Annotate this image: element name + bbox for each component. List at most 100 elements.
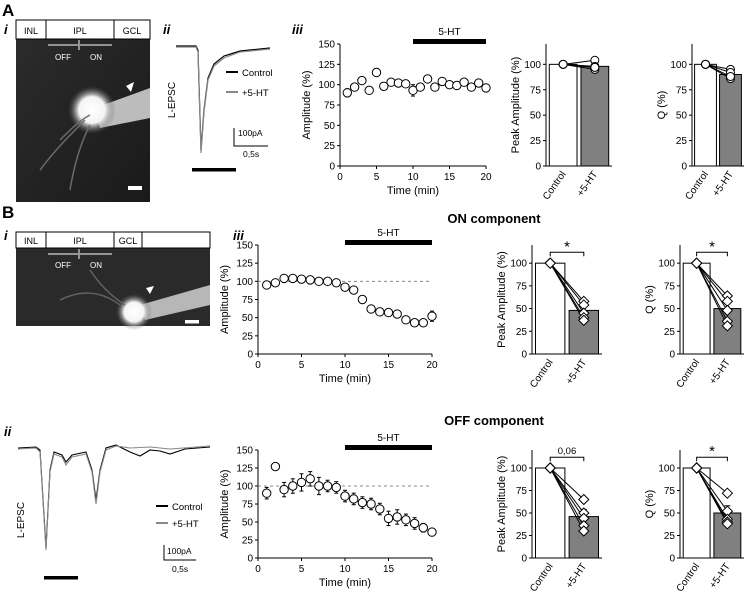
pair-point (578, 314, 590, 327)
y-tick-label: 0 (669, 554, 675, 565)
sig-bracket (549, 251, 585, 257)
data-point (375, 504, 385, 514)
layer-on: ON (90, 53, 102, 62)
y-tick-label: 75 (516, 281, 528, 292)
category-label: +5-HT (575, 169, 600, 198)
y-tick-label: 125 (318, 60, 335, 71)
pair-point (544, 257, 556, 269)
pair-line (549, 467, 585, 519)
title-off-component: OFF component (444, 413, 544, 428)
data-point (279, 273, 289, 284)
x-tick-label: 0 (255, 564, 261, 575)
y-tick-label: 100 (670, 60, 687, 71)
x-tick-label: 15 (383, 564, 395, 575)
y-axis-label: Amplitude (%) (219, 469, 231, 538)
y-tick-label: 0 (535, 162, 541, 173)
y-tick-label: 100 (318, 80, 335, 91)
bar-control (682, 262, 711, 355)
pair-point (590, 62, 600, 72)
y-tick-label: 25 (516, 327, 528, 338)
data-point (357, 497, 368, 508)
y-tick-label: 100 (236, 482, 253, 493)
layer-ipl-B: IPL (73, 236, 87, 246)
x-tick-label: 15 (444, 172, 456, 183)
y-tick-label: 125 (236, 464, 253, 475)
data-point (375, 307, 385, 317)
y-tick-label: 100 (524, 60, 541, 71)
data-point (357, 294, 368, 305)
y-tick-label: 100 (510, 259, 527, 270)
bar-control (682, 467, 711, 559)
sub-label-Aiii: iii (292, 22, 303, 37)
sig-bracket (549, 456, 585, 462)
y-tick-label: 150 (236, 446, 253, 457)
drug-bar (345, 240, 432, 245)
y-tick-label: 25 (530, 136, 542, 147)
panel-label-B: B (2, 203, 14, 222)
y-tick-label: 75 (676, 85, 688, 96)
x-tick-label: 20 (480, 172, 492, 183)
y-axis-label: Q (%) (644, 490, 656, 519)
y-tick-label: 50 (324, 121, 336, 132)
pair-point (690, 257, 703, 269)
pair-line (563, 63, 595, 68)
bar-5ht (719, 74, 742, 167)
micrograph-B: INL IPL GCL OFF ON (15, 231, 211, 330)
y-tick-label: 75 (242, 500, 254, 511)
y-tick-label: 0 (521, 554, 527, 565)
data-point (279, 484, 289, 495)
data-point (422, 74, 433, 84)
y-tick-label: 25 (324, 141, 336, 152)
data-point (314, 276, 324, 287)
x-tick-label: 5 (299, 360, 305, 371)
category-label: +5-HT (564, 561, 589, 590)
bar-5ht (580, 65, 610, 167)
data-point (401, 315, 411, 325)
y-tick-label: 150 (318, 40, 335, 51)
data-point (296, 477, 307, 488)
chart-B_off_time: 0 25 50 75 100 125 150 0 5 10 15 20 Time (min) Amplit… (219, 433, 438, 589)
category-label: +5-HT (708, 561, 733, 590)
y-tick-label: 50 (516, 509, 528, 520)
category-label: Control (675, 357, 703, 390)
data-point (427, 311, 437, 321)
y-tick-label: 100 (510, 464, 527, 475)
chart-A_time: 0 25 50 75 100 125 150 0 5 10 15 20 Time (min) Amplit… (301, 27, 492, 197)
scale-time: 0,5s (243, 149, 259, 159)
category-label: Control (528, 357, 556, 390)
y-tick-label: 25 (676, 136, 688, 147)
data-point (383, 307, 394, 318)
bar-control (694, 63, 717, 167)
x-tick-label: 10 (339, 360, 351, 371)
y-tick-label: 0 (247, 350, 253, 361)
x-axis-label: Time (min) (319, 577, 371, 589)
data-point (409, 318, 420, 328)
data-point (331, 482, 341, 493)
y-tick-label: 25 (516, 531, 528, 542)
sig-bracket (696, 456, 728, 462)
y-tick-label: 50 (676, 111, 688, 122)
data-point (366, 499, 376, 509)
y-tick-label: 150 (236, 241, 253, 252)
chart-B_off_q: 0 25 50 75 100 Q (%) Control +5-HT * (644, 443, 744, 594)
x-tick-label: 15 (383, 360, 395, 371)
data-point (288, 481, 298, 491)
data-point (383, 513, 394, 524)
data-point (418, 523, 428, 533)
pair-point (544, 462, 556, 474)
y-tick-label: 50 (516, 304, 528, 315)
sig-label: * (709, 238, 715, 255)
data-point (331, 278, 341, 288)
sig-bracket (696, 251, 728, 257)
y-axis-label: Q (%) (656, 91, 668, 120)
layer-off: OFF (55, 53, 71, 62)
pair-point (690, 462, 703, 474)
traces-Aii: L-EPSC Control +5-HT 100pA 0,5s (167, 45, 273, 172)
pair-point (725, 72, 735, 82)
data-point (305, 474, 315, 484)
category-label: +5-HT (711, 169, 736, 198)
chart-A_q: 0 25 50 75 100 Q (%) Control +5-HT (656, 44, 744, 202)
data-point (366, 304, 376, 314)
sub-label-Ai: i (4, 22, 8, 37)
